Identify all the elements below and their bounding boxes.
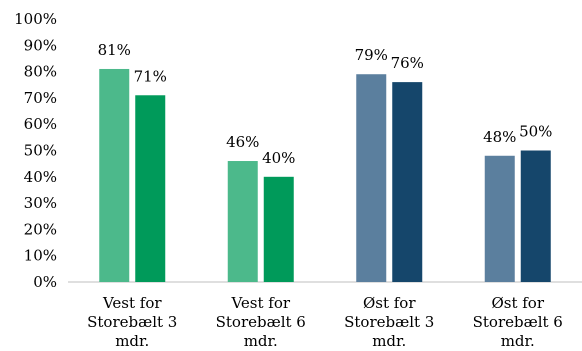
y-tick-label: 50% (24, 142, 57, 160)
bar-value-label: 48% (483, 128, 516, 146)
bar (135, 95, 166, 283)
bar (356, 74, 387, 282)
category-label-line: Øst for (491, 294, 544, 312)
category-label-line: Storebælt 3 (87, 313, 177, 331)
category-label-line: Vest for (102, 294, 162, 312)
bar-series (99, 68, 551, 283)
bar (227, 161, 258, 282)
category-label-line: mdr. (244, 332, 278, 350)
y-tick-label: 60% (24, 115, 57, 133)
y-tick-label: 30% (24, 194, 57, 212)
bar (484, 155, 515, 282)
category-label-line: Storebælt 6 (216, 313, 306, 331)
y-tick-label: 80% (24, 63, 57, 81)
y-tick-label: 100% (14, 10, 57, 28)
y-tick-label: 0% (33, 273, 57, 291)
bar-value-label: 81% (98, 41, 131, 59)
category-label-line: mdr. (115, 332, 149, 350)
y-axis-tick-labels: 0% 10% 20% 30% 40% 50% 60% 70% 80% 90% 100% (14, 10, 57, 291)
y-tick-label: 70% (24, 89, 57, 107)
category-label-line: Storebælt 6 (473, 313, 563, 331)
y-tick-label: 40% (24, 168, 57, 186)
bar-value-label: 71% (134, 67, 167, 85)
category-label-line: mdr. (501, 332, 535, 350)
bar (263, 176, 294, 282)
bar-value-label: 76% (391, 54, 424, 72)
bar (520, 150, 551, 282)
bar-value-label: 46% (226, 133, 259, 151)
category-label-line: Øst for (363, 294, 416, 312)
data-labels: 81%71% 46%40% 79% 76% 48% 50% (98, 41, 553, 167)
bar (99, 68, 130, 282)
y-tick-label: 20% (24, 220, 57, 238)
bar-value-label: 40% (262, 149, 295, 167)
category-label-line: Storebælt 3 (344, 313, 434, 331)
y-tick-label: 90% (24, 36, 57, 54)
bar-value-label: 79% (355, 46, 388, 64)
y-tick-label: 10% (24, 247, 57, 265)
bar (392, 82, 423, 283)
bar-value-label: 50% (519, 123, 552, 141)
category-label-line: mdr. (372, 332, 406, 350)
category-label-line: Vest for (230, 294, 290, 312)
